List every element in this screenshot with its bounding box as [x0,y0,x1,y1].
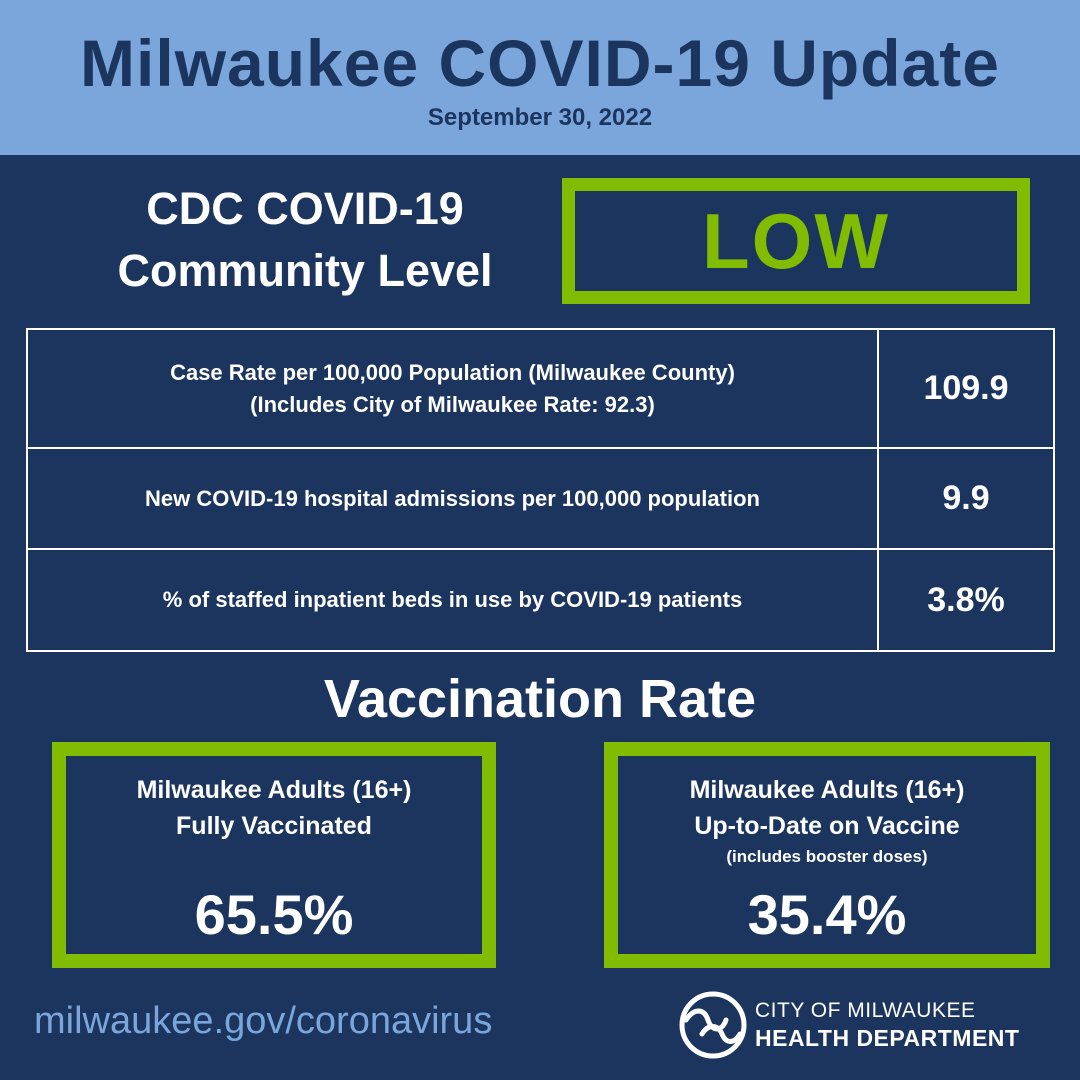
vaccination-box-fully-vaccinated: Milwaukee Adults (16+) Fully Vaccinated … [52,742,496,968]
vaccination-title: Vaccination Rate [323,669,757,729]
vaccination-box-value: 65.5% [194,883,354,946]
vaccination-box-line1: Milwaukee Adults (16+) [689,776,965,804]
metric-label: % of staffed inpatient beds in use by CO… [162,587,743,612]
header-banner: Milwaukee COVID-19 Update September 30, … [0,0,1080,155]
vaccination-box-line1: Milwaukee Adults (16+) [136,776,412,804]
community-level-label-line1: CDC COVID-19 [146,183,464,234]
update-date: September 30, 2022 [427,104,653,131]
dept-line2: HEALTH DEPARTMENT [755,1025,1020,1051]
metrics-table: Case Rate per 100,000 Population (Milwau… [26,328,1055,652]
metric-row-case-rate: Case Rate per 100,000 Population (Milwau… [28,330,1053,449]
metric-value: 3.8% [927,580,1005,619]
metric-sublabel: (Includes City of Milwaukee Rate: 92.3) [250,391,655,417]
community-level-label: CDC COVID-19 Community Level [40,178,570,302]
community-level-label-line2: Community Level [117,245,493,296]
metric-label: New COVID-19 hospital admissions per 100… [145,485,760,511]
vaccination-box-note: (includes booster doses) [726,847,928,866]
vaccination-box-value: 35.4% [747,883,907,946]
website-link[interactable]: milwaukee.gov/coronavirus [34,1000,493,1042]
metric-label-cell: Case Rate per 100,000 Population (Milwau… [28,330,879,447]
metric-row-hospital-admissions: New COVID-19 hospital admissions per 100… [28,449,1053,550]
vaccination-box-line2: Fully Vaccinated [176,812,372,840]
health-department-name: CITY OF MILWAUKEE HEALTH DEPARTMENT [755,998,1019,1052]
metric-value: 109.9 [923,369,1009,407]
vaccination-box-line2: Up-to-Date on Vaccine [694,812,960,840]
community-level-box: LOW [562,178,1030,304]
dept-line1: CITY OF MILWAUKEE [755,999,976,1022]
metric-value: 9.9 [942,479,990,517]
health-department-logo-icon [679,991,747,1059]
page-title: Milwaukee COVID-19 Update [80,26,1000,100]
metric-label-cell: % of staffed inpatient beds in use by CO… [28,550,879,650]
metric-label: Case Rate per 100,000 Population (Milwau… [170,359,735,385]
vaccination-box-up-to-date: Milwaukee Adults (16+) Up-to-Date on Vac… [604,742,1050,968]
metric-label-cell: New COVID-19 hospital admissions per 100… [28,449,879,548]
metric-row-inpatient-beds: % of staffed inpatient beds in use by CO… [28,550,1053,650]
community-level-value: LOW [702,196,890,285]
